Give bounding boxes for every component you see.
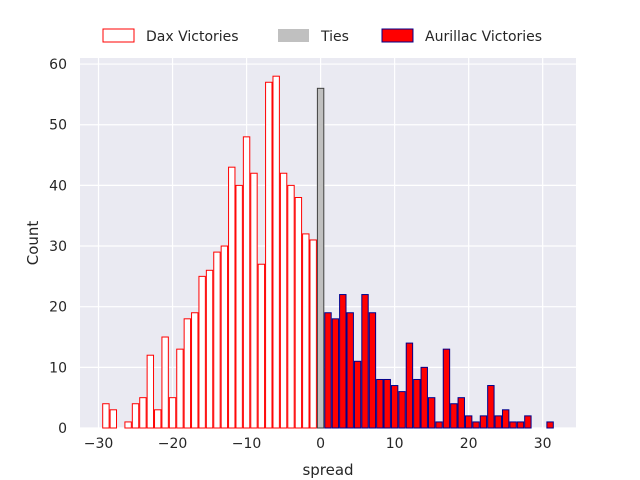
ticks: −30 −20 −10 0 10 20 30 0 10 20 30 40 50 60 (49, 57, 551, 452)
bar-dax-victories (161, 336, 169, 429)
bar-aurillac-victories (353, 360, 362, 429)
bar-aurillac-victories (487, 385, 495, 429)
bar-dax-victories (124, 421, 132, 429)
bar-aurillac-victories (383, 378, 391, 429)
bar-aurillac-victories (413, 378, 421, 429)
legend-label-aurillac-victories: Aurillac Victories (425, 29, 542, 45)
bar-aurillac-victories (479, 415, 488, 429)
bar-aurillac-victories (472, 421, 480, 429)
bar-dax-victories (309, 239, 317, 429)
bar-aurillac-victories (524, 415, 532, 429)
bar-dax-victories (168, 397, 177, 429)
bar-aurillac-victories (464, 415, 473, 429)
bar-dax-victories (235, 184, 243, 429)
y-tick-label: 0 (58, 421, 67, 437)
bar-dax-victories (109, 409, 118, 429)
bar-aurillac-victories (331, 318, 340, 429)
bar-dax-victories (287, 184, 295, 429)
bar-dax-victories (146, 354, 155, 429)
bar-dax-victories (139, 397, 147, 429)
bar-aurillac-victories (361, 294, 369, 429)
bar-dax-victories (257, 263, 266, 429)
bar-aurillac-victories (457, 397, 465, 429)
bar-aurillac-victories (398, 391, 406, 429)
bar-dax-victories (131, 403, 140, 429)
bar-dax-victories (205, 269, 214, 429)
x-tick-label: −30 (84, 436, 114, 452)
bar-ties (316, 87, 325, 429)
bar-aurillac-victories (450, 403, 458, 429)
bar-dax-victories (183, 318, 192, 429)
bar-dax-victories (176, 348, 184, 429)
bar-aurillac-victories (346, 312, 354, 429)
y-tick-label: 40 (49, 178, 67, 194)
bar-aurillac-victories (324, 312, 332, 429)
legend-label-dax-victories: Dax Victories (146, 29, 239, 45)
legend: Dax Victories Ties Aurillac Victories (102, 28, 542, 45)
bar-aurillac-victories (368, 312, 377, 429)
bar-aurillac-victories (390, 385, 399, 429)
bar-aurillac-victories (427, 397, 436, 429)
bar-dax-victories (102, 403, 110, 429)
y-tick-label: 60 (49, 57, 67, 73)
bar-aurillac-victories (509, 421, 517, 429)
bar-dax-victories (279, 172, 288, 429)
bar-dax-victories (242, 136, 251, 429)
y-tick-label: 50 (49, 118, 67, 134)
legend-swatch-dax-victories (102, 28, 135, 43)
bar-aurillac-victories (501, 409, 510, 429)
bar-dax-victories (265, 81, 273, 429)
bar-dax-victories (250, 172, 258, 429)
bar-dax-victories (228, 166, 236, 429)
y-axis-label: Count (24, 221, 42, 266)
x-tick-label: 20 (460, 436, 478, 452)
bar-dax-victories (198, 275, 206, 429)
bar-aurillac-victories (405, 342, 414, 429)
legend-swatch-aurillac-victories (381, 28, 414, 43)
bar-aurillac-victories (546, 421, 554, 429)
y-tick-label: 20 (49, 300, 67, 316)
y-tick-label: 10 (49, 360, 67, 376)
bar-aurillac-victories (435, 421, 443, 429)
bar-aurillac-victories (339, 294, 347, 429)
bar-dax-victories (294, 197, 303, 429)
bars (102, 75, 554, 429)
x-tick-label: −20 (158, 436, 188, 452)
x-tick-label: 10 (386, 436, 404, 452)
bar-dax-victories (272, 75, 280, 429)
bar-dax-victories (154, 409, 162, 429)
x-tick-label: −10 (232, 436, 262, 452)
y-tick-label: 30 (49, 239, 67, 255)
bar-aurillac-victories (376, 378, 384, 429)
bar-aurillac-victories (494, 415, 502, 429)
bar-aurillac-victories (420, 366, 428, 429)
bar-dax-victories (220, 245, 229, 429)
legend-swatch-ties (278, 29, 309, 42)
legend-label-ties: Ties (320, 29, 349, 45)
bar-dax-victories (191, 312, 199, 429)
bar-dax-victories (213, 251, 221, 429)
bar-aurillac-victories (442, 348, 451, 429)
x-axis-label: spread (302, 461, 353, 479)
x-tick-label: 0 (316, 436, 325, 452)
bar-aurillac-victories (516, 421, 525, 429)
bar-dax-victories (302, 233, 310, 429)
x-tick-label: 30 (534, 436, 552, 452)
